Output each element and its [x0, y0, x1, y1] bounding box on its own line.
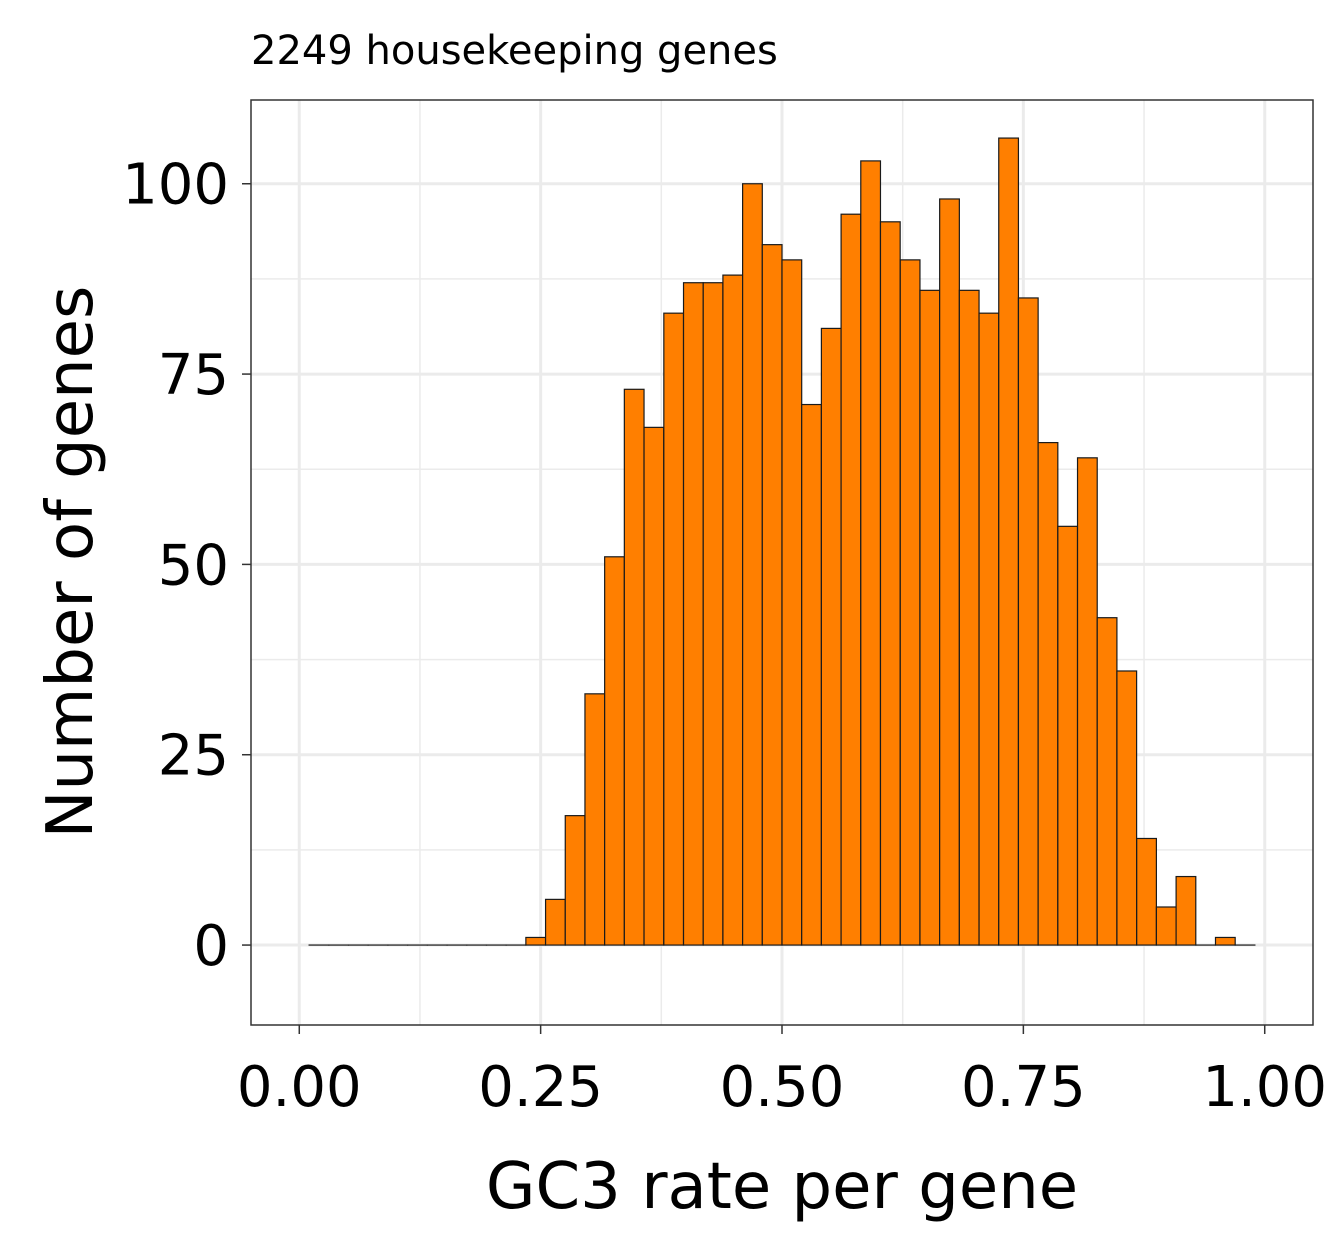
y-tick-label: 75: [158, 343, 229, 408]
histogram-bar: [958, 289, 980, 946]
histogram-bar: [1214, 936, 1236, 946]
bars: [308, 137, 1256, 946]
y-axis-title: Number of genes: [34, 286, 108, 839]
histogram-bar: [584, 693, 606, 946]
x-axis-ticks: 0.00 0.25 0.50 0.75 1.00: [237, 1025, 1327, 1120]
histogram-bar: [742, 183, 763, 946]
y-tick-label: 50: [158, 533, 229, 598]
y-axis-ticks: 0 25 50 75 100: [122, 153, 251, 979]
histogram-bar: [702, 282, 724, 946]
histogram-bar: [525, 936, 547, 946]
x-tick-label: 1.00: [1202, 1055, 1327, 1120]
histogram-bar: [1096, 617, 1118, 946]
histogram-bar: [978, 312, 1000, 946]
histogram-bar: [564, 815, 586, 946]
histogram-bar: [998, 137, 1020, 946]
histogram-bar: [1116, 670, 1138, 946]
histogram-bar: [604, 556, 625, 946]
histogram-bar: [1057, 525, 1079, 946]
histogram-bar: [1136, 837, 1158, 946]
histogram-bar: [919, 289, 941, 946]
histogram-bar: [722, 274, 744, 946]
histogram-bar: [1076, 457, 1098, 946]
histogram-bar: [643, 426, 665, 946]
histogram-bar: [1037, 441, 1059, 946]
histogram-bar: [1155, 906, 1177, 946]
histogram-bar: [801, 403, 822, 946]
y-tick-label: 25: [158, 724, 229, 789]
histogram-bar: [860, 160, 882, 946]
y-tick-label: 0: [193, 914, 229, 979]
histogram-bar: [879, 221, 901, 946]
x-tick-label: 0.25: [478, 1055, 603, 1120]
x-tick-label: 0.00: [237, 1055, 362, 1120]
histogram-bar: [761, 244, 783, 946]
x-tick-label: 0.75: [961, 1055, 1086, 1120]
histogram-bar: [663, 312, 685, 946]
histogram-bar: [623, 388, 645, 946]
histogram-bar: [682, 282, 704, 946]
histogram-bar: [939, 198, 960, 946]
histogram-bar: [899, 259, 921, 946]
histogram-bar: [1175, 875, 1197, 946]
y-tick-label: 100: [122, 153, 229, 218]
histogram-bar: [840, 213, 862, 946]
histogram-bar: [544, 898, 566, 946]
x-tick-label: 0.50: [720, 1055, 845, 1120]
chart-title: 2249 housekeeping genes: [251, 28, 778, 74]
histogram-bar: [820, 327, 842, 946]
x-axis-title: GC3 rate per gene: [486, 1150, 1078, 1224]
histogram-bar: [1017, 297, 1039, 946]
histogram-bar: [781, 259, 803, 946]
